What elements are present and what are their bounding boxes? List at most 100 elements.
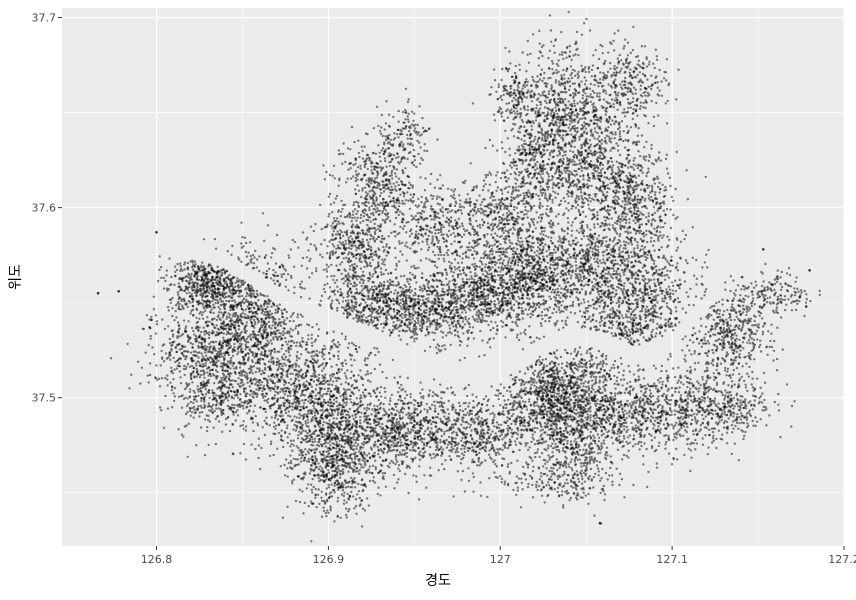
data-point xyxy=(300,415,302,417)
data-point xyxy=(246,255,248,257)
data-point xyxy=(264,308,266,310)
data-point xyxy=(402,411,404,413)
data-point xyxy=(266,340,268,342)
data-point xyxy=(376,405,378,407)
data-point xyxy=(258,367,260,369)
data-point xyxy=(300,460,302,462)
data-point xyxy=(252,312,254,314)
data-point xyxy=(203,407,205,409)
data-point xyxy=(202,303,204,305)
data-point xyxy=(311,355,313,357)
data-point xyxy=(343,495,345,497)
data-point xyxy=(225,318,227,320)
data-point xyxy=(262,212,264,214)
data-point xyxy=(210,267,212,269)
data-point xyxy=(397,468,399,470)
data-point xyxy=(203,365,205,367)
data-point xyxy=(181,305,183,307)
data-point xyxy=(238,334,240,336)
data-point xyxy=(231,297,233,299)
data-point xyxy=(163,427,165,429)
data-point xyxy=(197,395,199,397)
data-point xyxy=(273,422,275,424)
data-point xyxy=(278,318,280,320)
data-point xyxy=(362,508,364,510)
data-point xyxy=(366,426,368,428)
data-point xyxy=(383,448,385,450)
data-point xyxy=(334,482,336,484)
data-point xyxy=(178,332,180,334)
data-point xyxy=(325,445,327,447)
data-point xyxy=(414,457,416,459)
data-point xyxy=(409,422,411,424)
data-point xyxy=(443,468,445,470)
data-point xyxy=(341,464,343,466)
data-point xyxy=(396,461,398,463)
data-point xyxy=(308,412,310,414)
data-point xyxy=(214,327,216,329)
data-point xyxy=(293,292,295,294)
data-point xyxy=(149,338,151,340)
data-point xyxy=(277,336,279,338)
data-point xyxy=(268,303,270,305)
data-point xyxy=(237,295,239,297)
data-point xyxy=(471,459,473,461)
data-point xyxy=(336,417,338,419)
data-point xyxy=(393,426,395,428)
data-point xyxy=(210,345,212,347)
data-point xyxy=(287,402,289,404)
data-point xyxy=(172,378,174,380)
data-point xyxy=(198,326,200,328)
data-point xyxy=(355,498,357,500)
data-point xyxy=(364,435,366,437)
data-point xyxy=(305,359,307,361)
data-point xyxy=(350,441,352,443)
data-point xyxy=(257,348,259,350)
data-point xyxy=(241,362,243,364)
data-point xyxy=(436,444,438,446)
data-point xyxy=(209,369,211,371)
data-point xyxy=(242,420,244,422)
data-point xyxy=(151,346,153,348)
data-point xyxy=(195,273,197,275)
data-point xyxy=(215,375,217,377)
data-point xyxy=(172,392,174,394)
data-point xyxy=(359,369,361,371)
data-point xyxy=(394,434,396,436)
data-point xyxy=(241,379,243,381)
data-point xyxy=(412,446,414,448)
data-point xyxy=(208,321,210,323)
data-point xyxy=(331,423,333,425)
data-point xyxy=(171,344,173,346)
data-point xyxy=(309,382,311,384)
data-point xyxy=(243,358,245,360)
data-point xyxy=(295,458,297,460)
data-point xyxy=(368,408,370,410)
data-point xyxy=(237,289,239,291)
data-point xyxy=(304,502,306,504)
data-point xyxy=(188,274,190,276)
data-point xyxy=(234,304,236,306)
data-point xyxy=(311,419,313,421)
data-point xyxy=(284,474,286,476)
data-point xyxy=(174,395,176,397)
data-point xyxy=(388,403,390,405)
data-point xyxy=(218,284,220,286)
data-point xyxy=(231,364,233,366)
data-point xyxy=(333,343,335,345)
data-point xyxy=(382,472,384,474)
data-point xyxy=(211,408,213,410)
data-point xyxy=(130,374,132,376)
data-point xyxy=(387,443,389,445)
data-point xyxy=(205,348,207,350)
data-point xyxy=(267,385,269,387)
data-point xyxy=(258,340,260,342)
data-point xyxy=(212,404,214,406)
data-point xyxy=(193,283,195,285)
data-point xyxy=(218,317,220,319)
data-point xyxy=(259,379,261,381)
data-point xyxy=(210,357,212,359)
data-point xyxy=(345,396,347,398)
data-point xyxy=(164,377,166,379)
data-point xyxy=(262,310,264,312)
